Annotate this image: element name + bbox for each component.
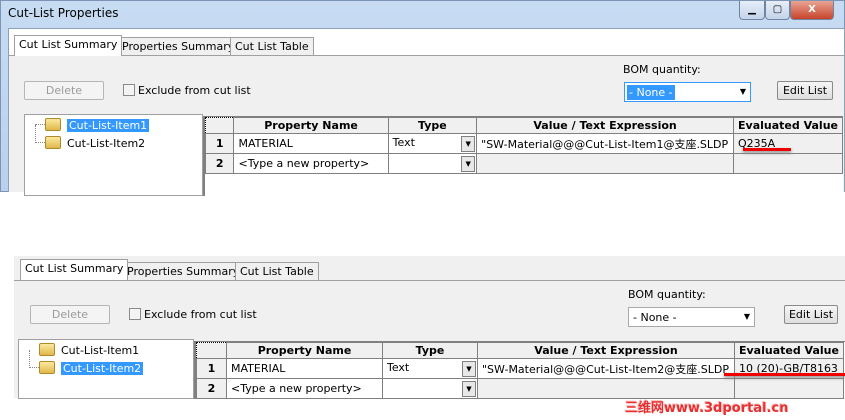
property-name-cell[interactable]: <Type a new property> bbox=[226, 378, 383, 399]
folder-icon bbox=[39, 343, 55, 356]
cut-list-tree: Cut-List-Item1 Cut-List-Item2 bbox=[18, 339, 194, 399]
property-name-cell[interactable]: MATERIAL bbox=[233, 133, 389, 154]
column-header-evaluated[interactable]: Evaluated Value bbox=[734, 342, 844, 359]
value-cell[interactable] bbox=[477, 378, 735, 399]
type-cell[interactable]: ▼ bbox=[382, 378, 478, 399]
column-header-type[interactable]: Type bbox=[387, 117, 478, 134]
column-header-property-name[interactable]: Property Name bbox=[233, 117, 389, 134]
exclude-label: Exclude from cut list bbox=[138, 84, 251, 97]
type-cell[interactable]: ▼ Text bbox=[382, 358, 478, 379]
dropdown-arrow-icon[interactable]: ▼ bbox=[461, 135, 476, 152]
properties-grid: Property Name Type Value / Text Expression… bbox=[203, 116, 843, 196]
tab-properties-summary[interactable]: Properties Summary bbox=[122, 262, 245, 280]
table-row: 2 <Type a new property> ▼ bbox=[196, 378, 844, 399]
tree-item-cut-list-item1[interactable]: Cut-List-Item1 bbox=[45, 118, 151, 134]
tab-cut-list-summary[interactable]: Cut List Summary bbox=[14, 35, 123, 56]
value-cell[interactable]: "SW-Material@@@Cut-List-Item2@支座.SLDP bbox=[477, 358, 735, 379]
value-cell[interactable] bbox=[476, 153, 735, 174]
dropdown-arrow-icon[interactable]: ▼ bbox=[462, 380, 476, 397]
cut-list-panel-2: Cut List Summary Properties Summary Cut … bbox=[14, 256, 845, 399]
tree-item-cut-list-item2[interactable]: Cut-List-Item2 bbox=[45, 136, 147, 152]
watermark: 三维网www.3dportal.cn bbox=[625, 401, 789, 416]
highlight-underline bbox=[724, 373, 845, 376]
delete-button[interactable]: Delete bbox=[30, 305, 110, 324]
tree-item-cut-list-item1[interactable]: Cut-List-Item1 bbox=[39, 343, 141, 359]
dropdown-arrow-icon[interactable]: ▼ bbox=[462, 360, 476, 377]
exclude-label: Exclude from cut list bbox=[144, 308, 257, 321]
property-name-cell[interactable]: MATERIAL bbox=[226, 358, 383, 379]
bom-quantity-label: BOM quantity: bbox=[628, 288, 706, 301]
window-title: Cut-List Properties bbox=[8, 6, 119, 20]
bom-quantity-value: - None - bbox=[627, 85, 675, 100]
bom-quantity-select[interactable]: - None - ▼ bbox=[628, 307, 755, 327]
column-header-property-name[interactable]: Property Name bbox=[226, 342, 383, 359]
table-row: 1 MATERIAL ▼ Text "SW-Material@@@Cut-List… bbox=[204, 133, 843, 154]
type-cell[interactable]: ▼ bbox=[387, 153, 478, 174]
folder-icon bbox=[45, 136, 61, 149]
exclude-checkbox[interactable] bbox=[123, 84, 135, 96]
type-cell[interactable]: ▼ Text bbox=[387, 133, 478, 154]
chevron-down-icon[interactable]: ▼ bbox=[743, 312, 750, 321]
properties-grid: Property Name Type Value / Text Expression… bbox=[194, 341, 845, 399]
highlight-underline bbox=[743, 148, 791, 151]
maximize-button[interactable]: ▢ bbox=[765, 1, 790, 20]
row-number: 1 bbox=[204, 133, 235, 154]
row-number: 2 bbox=[204, 153, 235, 174]
tab-cut-list-table[interactable]: Cut List Table bbox=[235, 262, 319, 280]
delete-button[interactable]: Delete bbox=[24, 81, 104, 100]
dropdown-arrow-icon[interactable]: ▼ bbox=[461, 155, 476, 172]
folder-icon bbox=[45, 118, 61, 131]
tab-cut-list-summary[interactable]: Cut List Summary bbox=[20, 259, 129, 280]
evaluated-value-cell bbox=[733, 153, 843, 174]
tree-item-cut-list-item2[interactable]: Cut-List-Item2 bbox=[39, 361, 145, 377]
tab-properties-summary[interactable]: Properties Summary bbox=[117, 37, 240, 55]
evaluated-value-cell bbox=[734, 378, 844, 399]
value-cell[interactable]: "SW-Material@@@Cut-List-Item1@支座.SLDP bbox=[476, 133, 735, 154]
minimize-button[interactable]: ▁ bbox=[739, 1, 765, 20]
close-button[interactable]: X bbox=[790, 1, 834, 20]
cut-list-panel-1: Cut List Summary Properties Summary Cut … bbox=[8, 28, 845, 196]
exclude-checkbox[interactable] bbox=[129, 308, 141, 320]
edit-list-button[interactable]: Edit List bbox=[777, 81, 833, 100]
row-number: 2 bbox=[196, 378, 227, 399]
bom-quantity-label: BOM quantity: bbox=[623, 63, 701, 76]
folder-icon bbox=[39, 361, 55, 374]
bom-quantity-value: - None - bbox=[633, 311, 677, 324]
tab-cut-list-table[interactable]: Cut List Table bbox=[230, 37, 314, 55]
row-number: 1 bbox=[196, 358, 227, 379]
column-header-evaluated[interactable]: Evaluated Value bbox=[733, 117, 843, 134]
column-header-type[interactable]: Type bbox=[382, 342, 478, 359]
column-header-value[interactable]: Value / Text Expression bbox=[476, 117, 735, 134]
cut-list-tree: Cut-List-Item1 Cut-List-Item2 bbox=[24, 114, 203, 196]
property-name-cell[interactable]: <Type a new property> bbox=[233, 153, 389, 174]
column-header-value[interactable]: Value / Text Expression bbox=[477, 342, 735, 359]
table-row: 2 <Type a new property> ▼ bbox=[204, 153, 843, 174]
edit-list-button[interactable]: Edit List bbox=[784, 305, 838, 324]
chevron-down-icon: ▼ bbox=[739, 87, 746, 96]
bom-quantity-select[interactable]: - None - ▼ bbox=[624, 82, 751, 102]
